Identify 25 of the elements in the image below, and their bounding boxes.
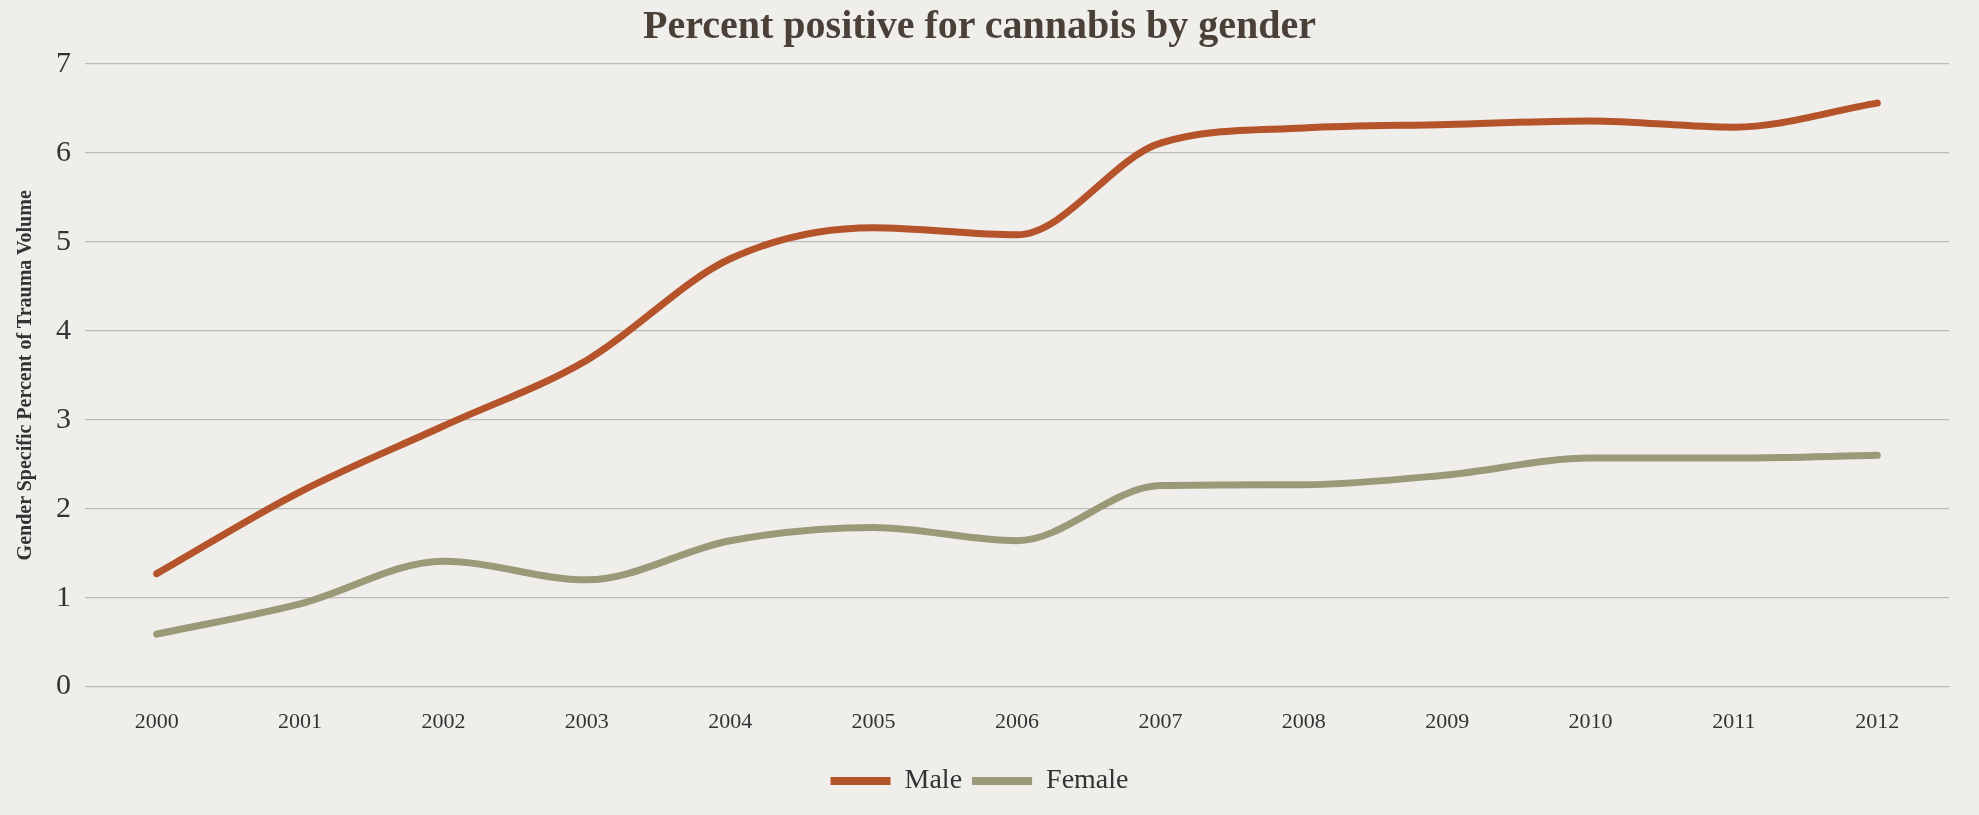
y-axis-title: Gender Specific Percent of Trauma Volume [13, 190, 37, 561]
x-tick-label: 2005 [851, 707, 896, 733]
chart-title: Percent positive for cannabis by gender [643, 2, 1316, 48]
x-tick-label: 2011 [1712, 707, 1756, 733]
y-tick-label: 5 [56, 222, 71, 256]
y-tick-label: 7 [56, 44, 71, 78]
y-tick-label: 3 [56, 400, 71, 434]
legend-label: Female [1046, 763, 1129, 795]
x-tick-label: 2003 [564, 707, 609, 733]
x-tick-label: 2002 [421, 707, 466, 733]
y-tick-label: 6 [56, 133, 71, 167]
y-tick-label: 0 [56, 667, 71, 701]
x-tick-label: 2010 [1568, 707, 1613, 733]
x-tick-label: 2004 [708, 707, 753, 733]
x-tick-label: 2007 [1138, 707, 1183, 733]
y-tick-label: 1 [56, 578, 71, 612]
y-tick-label: 2 [56, 489, 71, 523]
legend-label: Male [904, 763, 963, 795]
x-tick-label: 2001 [278, 707, 323, 733]
x-tick-label: 2006 [995, 707, 1039, 733]
x-tick-label: 2012 [1855, 707, 1900, 733]
x-tick-label: 2009 [1425, 707, 1470, 733]
x-tick-label: 2008 [1281, 707, 1326, 733]
y-tick-label: 4 [56, 311, 71, 345]
x-tick-label: 2000 [134, 707, 179, 733]
